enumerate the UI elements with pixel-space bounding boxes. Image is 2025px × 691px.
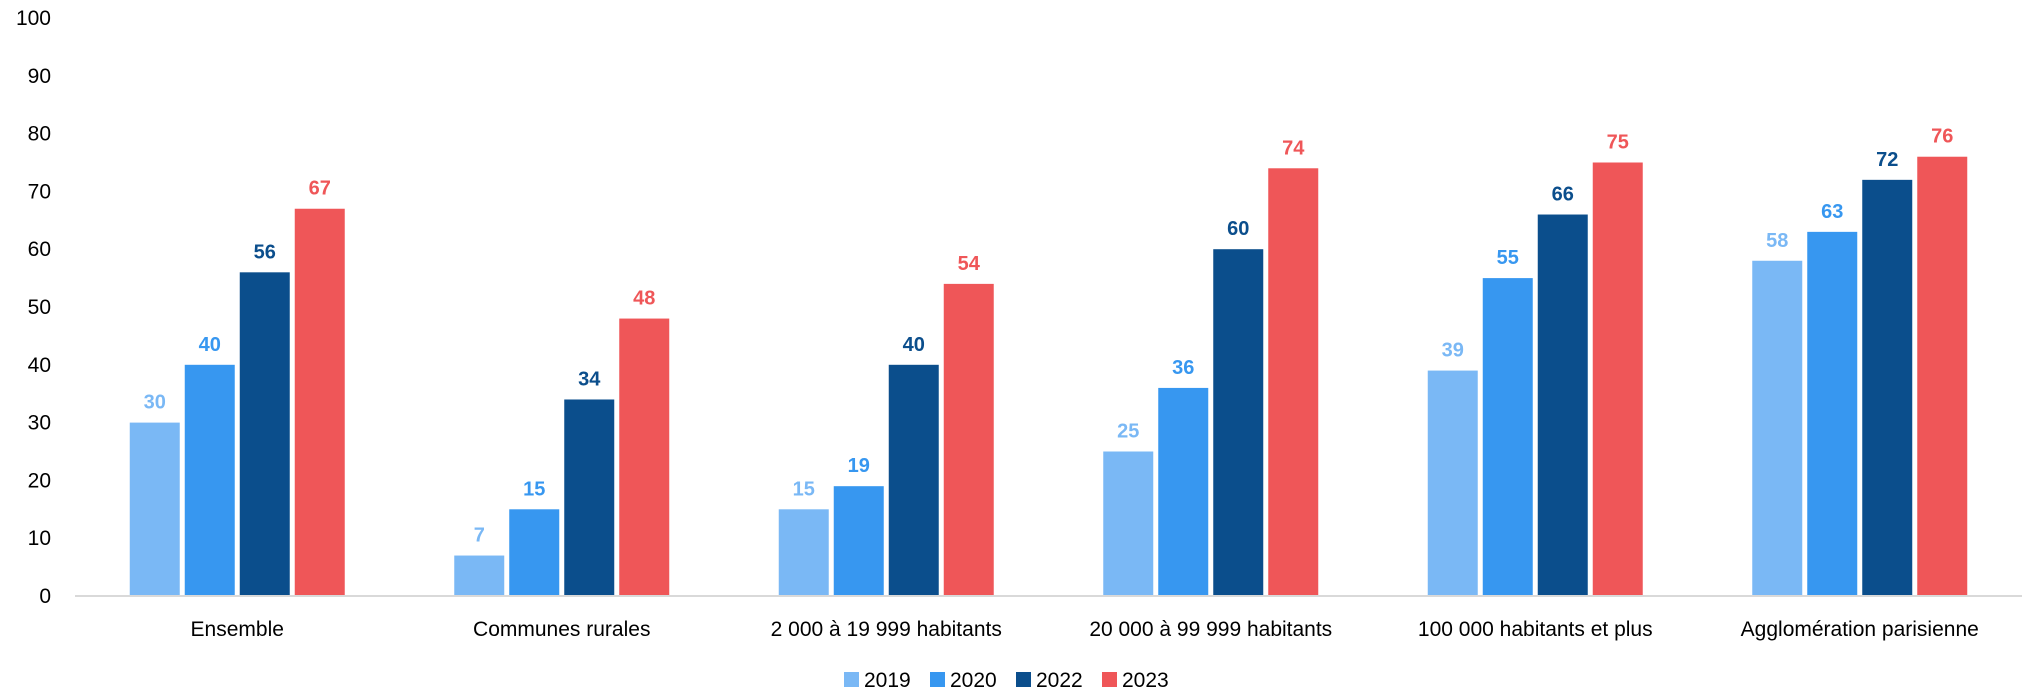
bar-2019	[778, 509, 829, 596]
bar-2020	[1158, 387, 1209, 596]
bar-2020	[833, 486, 884, 596]
data-label: 60	[1227, 218, 1249, 240]
y-tick-label: 10	[28, 527, 51, 550]
y-tick-label: 60	[28, 238, 51, 261]
data-label: 75	[1607, 132, 1629, 154]
data-label: 63	[1821, 201, 1843, 223]
x-tick-label: 2 000 à 19 999 habitants	[771, 618, 1002, 641]
data-label: 40	[199, 334, 221, 356]
bar-2023	[1268, 168, 1319, 596]
y-axis: 0 10 20 30 40 50 60 70 80 90 100	[16, 7, 51, 608]
legend-label: 2023	[1122, 669, 1169, 691]
bar-2020	[184, 364, 235, 596]
bar-2019	[1427, 370, 1478, 596]
plot-area: 30 40 56 67 7 15 34 48 15 19 40 54 25 36 60 74 39 55 66 75 5…	[129, 126, 1968, 597]
y-tick-label: 40	[28, 354, 51, 377]
x-tick-label: 100 000 habitants et plus	[1418, 618, 1653, 641]
legend-swatch	[844, 672, 859, 687]
x-tick-label: Communes rurales	[473, 618, 650, 641]
data-label: 56	[254, 241, 276, 263]
y-tick-label: 30	[28, 412, 51, 435]
legend-label: 2020	[950, 669, 997, 691]
x-tick-label: 20 000 à 99 999 habitants	[1089, 618, 1332, 641]
data-label: 58	[1766, 230, 1788, 252]
data-label: 15	[793, 478, 815, 500]
bar-2020	[509, 509, 560, 596]
bar-2019	[1752, 260, 1803, 596]
bar-2022	[1213, 249, 1264, 596]
bar-2019	[129, 422, 180, 596]
bar-2023	[619, 318, 670, 596]
data-label: 34	[578, 368, 601, 390]
legend-swatch	[930, 672, 945, 687]
bar-2023	[1917, 156, 1968, 596]
legend-label: 2022	[1036, 669, 1083, 691]
x-axis: Ensemble Communes rurales 2 000 à 19 999 h…	[191, 618, 1979, 641]
data-label: 55	[1497, 247, 1519, 269]
x-tick-label: Ensemble	[191, 618, 284, 641]
data-label: 19	[848, 455, 870, 477]
data-label: 54	[958, 253, 981, 275]
data-label: 48	[633, 288, 655, 310]
data-label: 40	[903, 334, 925, 356]
bar-2022	[888, 364, 939, 596]
y-tick-label: 90	[28, 65, 51, 88]
data-label: 67	[309, 178, 331, 200]
bar-2020	[1482, 278, 1533, 596]
data-label: 72	[1876, 149, 1898, 171]
bar-2022	[1537, 214, 1588, 596]
data-label: 30	[144, 392, 166, 414]
bar-2023	[294, 208, 345, 597]
data-label: 15	[523, 478, 545, 500]
bar-2022	[564, 399, 615, 596]
data-label: 25	[1117, 421, 1139, 443]
bar-2019	[1103, 451, 1154, 596]
y-tick-label: 0	[39, 585, 51, 608]
legend: 2019 2020 2022 2023	[844, 669, 1169, 691]
bar-2022	[239, 272, 290, 596]
y-tick-label: 50	[28, 296, 51, 319]
data-label: 39	[1442, 340, 1464, 362]
legend-swatch	[1016, 672, 1031, 687]
y-tick-label: 20	[28, 469, 51, 492]
bar-2020	[1807, 231, 1858, 597]
legend-label: 2019	[864, 669, 911, 691]
y-tick-label: 80	[28, 123, 51, 146]
y-tick-label: 70	[28, 180, 51, 203]
x-tick-label: Agglomération parisienne	[1741, 618, 1979, 641]
legend-swatch	[1102, 672, 1117, 687]
data-label: 7	[474, 525, 485, 547]
data-label: 76	[1931, 126, 1953, 148]
bar-2023	[1592, 162, 1643, 596]
bar-2019	[454, 555, 505, 596]
data-label: 74	[1282, 137, 1305, 159]
data-label: 66	[1552, 184, 1574, 206]
bar-2022	[1862, 179, 1913, 596]
data-label: 36	[1172, 357, 1194, 379]
y-tick-label: 100	[16, 7, 51, 30]
bar-2023	[943, 283, 994, 596]
